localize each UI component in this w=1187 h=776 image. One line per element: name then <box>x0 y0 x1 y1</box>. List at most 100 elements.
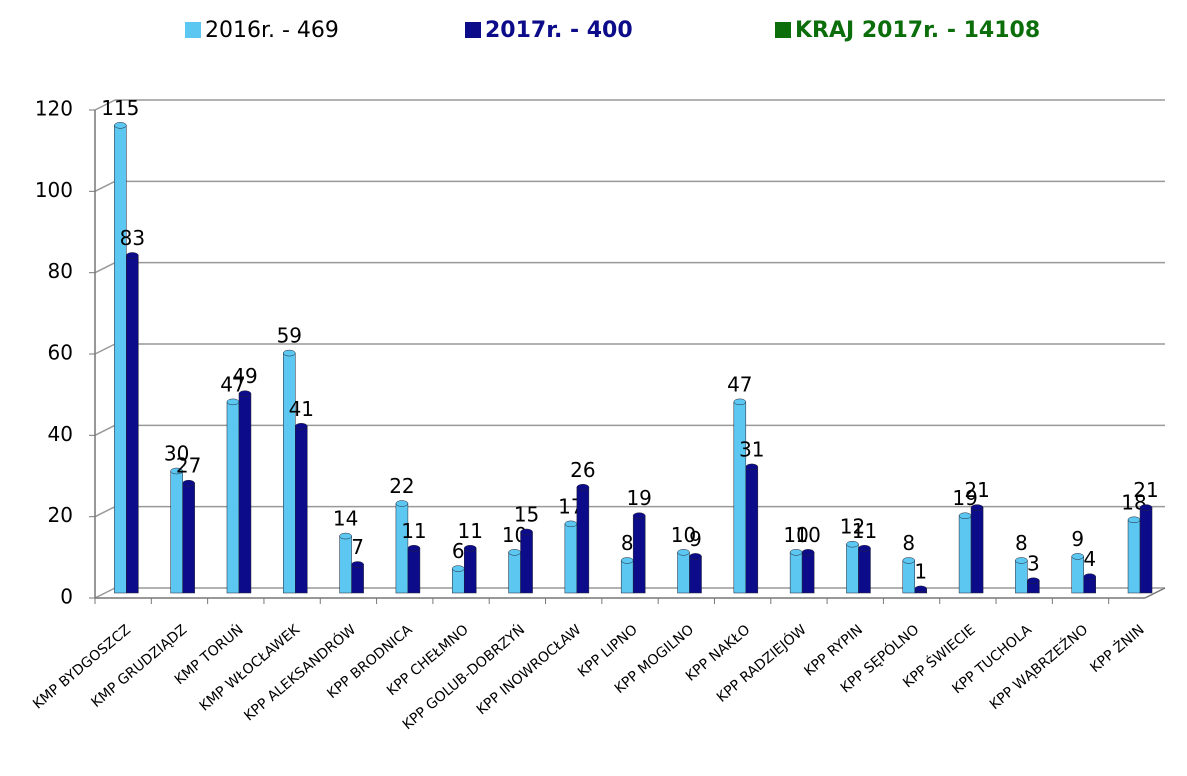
bar-cap <box>1071 553 1084 560</box>
bar <box>295 426 308 594</box>
legend-swatch <box>465 22 481 38</box>
bar <box>520 531 533 594</box>
legend-swatch <box>185 22 201 38</box>
bar-cap <box>789 549 803 556</box>
x-tick-label: KPP RADZIEJÓW <box>713 620 810 706</box>
x-tick-label: KMP WŁOCŁAWEK <box>197 621 304 714</box>
data-label: 19 <box>626 486 651 510</box>
y-tick-label: 60 <box>48 341 73 365</box>
data-label: 31 <box>739 437 764 461</box>
bar <box>451 568 465 594</box>
bar <box>182 482 195 594</box>
bar-cap <box>970 504 984 511</box>
data-label: 22 <box>389 474 414 498</box>
bar <box>733 401 747 594</box>
bar-cap <box>620 557 634 564</box>
data-label: 14 <box>333 507 358 531</box>
x-tick-label: KMP BYDGOSZCZ <box>30 622 134 713</box>
bar <box>858 548 871 594</box>
data-label: 9 <box>689 527 702 551</box>
bar-cap <box>339 532 352 540</box>
bar <box>902 560 916 594</box>
bar-cap <box>283 349 296 357</box>
x-tick-label: KMP GRUDZIĄDZ <box>88 622 190 711</box>
bar <box>395 503 409 594</box>
data-label: 49 <box>232 364 257 388</box>
x-axis-slant <box>1144 587 1166 599</box>
bar <box>351 564 364 594</box>
bar <box>238 393 252 594</box>
data-label: 10 <box>783 523 808 547</box>
bar-cap <box>407 545 421 552</box>
data-label: 83 <box>120 226 145 250</box>
bar-cap <box>632 512 646 519</box>
legend-swatch <box>775 22 791 38</box>
bar <box>170 470 183 594</box>
bar <box>620 560 634 594</box>
bar <box>789 552 803 594</box>
data-label: 41 <box>289 397 314 421</box>
bar <box>114 125 127 594</box>
bar-cap <box>114 122 127 129</box>
bar <box>283 352 296 594</box>
bar <box>677 552 690 594</box>
bar <box>970 507 984 594</box>
bar-cap <box>1127 516 1141 524</box>
bar <box>576 487 590 594</box>
bar-cap <box>1027 577 1040 585</box>
grid-slant <box>94 424 116 437</box>
bar-cap <box>463 545 477 552</box>
data-label: 11 <box>458 519 483 543</box>
bar-cap <box>745 463 759 471</box>
data-label: 4 <box>1083 547 1096 571</box>
grid-slant <box>94 343 116 355</box>
data-label: 15 <box>514 503 539 527</box>
bar-cap <box>395 500 409 507</box>
bar-cap <box>508 549 521 556</box>
bar-cap <box>1139 504 1153 511</box>
bar <box>226 401 240 594</box>
data-label: 8 <box>1015 531 1028 555</box>
data-label: 30 <box>164 442 189 466</box>
data-label: 59 <box>277 324 302 348</box>
bar-cap <box>351 561 364 568</box>
data-label: 11 <box>852 519 877 543</box>
bar-cap <box>958 512 972 519</box>
bar-cap <box>677 549 690 556</box>
bar <box>846 543 859 594</box>
data-label: 8 <box>902 531 915 555</box>
bar-cap <box>520 528 533 536</box>
data-label: 9 <box>1071 527 1084 551</box>
bar <box>564 523 578 594</box>
bar <box>463 548 477 594</box>
bar-cap <box>451 565 465 572</box>
bar-cap <box>801 549 815 556</box>
bar-cap <box>1083 573 1096 580</box>
y-tick-label: 40 <box>48 422 73 446</box>
bar-cap <box>170 467 183 475</box>
data-label: 1 <box>914 559 927 583</box>
bar <box>1071 556 1084 594</box>
data-label: 47 <box>727 372 752 396</box>
grid-slant <box>94 261 116 274</box>
y-tick-label: 0 <box>60 585 73 609</box>
data-label: 12 <box>840 515 865 539</box>
bar-cap <box>846 540 859 548</box>
bar-cap <box>226 398 240 406</box>
bar-cap <box>126 252 139 259</box>
bar-cap <box>689 553 702 560</box>
data-label: 6 <box>452 539 465 563</box>
data-label: 21 <box>964 478 989 502</box>
bar <box>1015 560 1028 594</box>
bar-cap <box>564 520 578 528</box>
data-label: 27 <box>176 454 201 478</box>
legend-label: 2016r. - 469 <box>205 18 339 43</box>
y-tick-label: 100 <box>35 178 73 202</box>
bar-cap <box>295 423 308 430</box>
bar <box>1127 519 1141 594</box>
bar-cap <box>238 390 252 397</box>
x-tick-label: KPP INOWROCŁAW <box>474 622 585 719</box>
bar-cap <box>902 557 916 564</box>
bar <box>508 552 521 594</box>
